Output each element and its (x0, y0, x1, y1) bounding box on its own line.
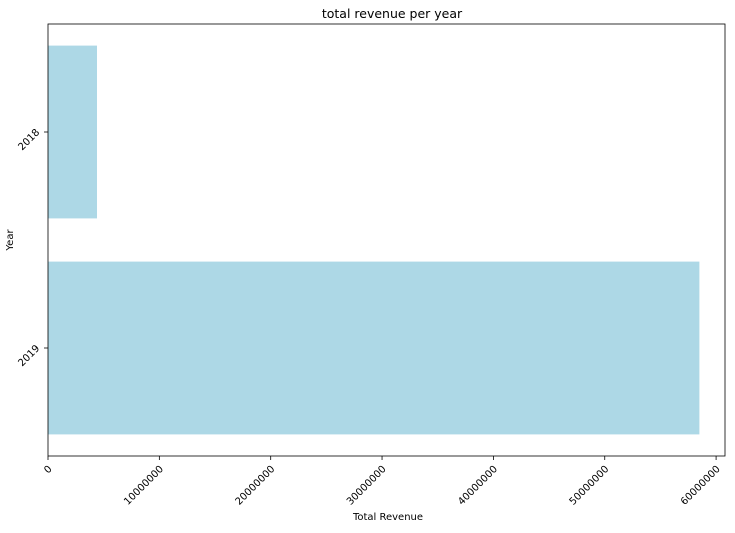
plot-frame (47, 23, 726, 457)
chart-title: total revenue per year (322, 6, 463, 21)
x-tick-label: 0 (42, 464, 54, 476)
x-tick-label: 20000000 (234, 464, 278, 508)
bars-layer (48, 45, 700, 435)
x-axis-ticks: 0 10000000 20000000 30000000 40000000 5000000… (42, 456, 723, 508)
x-tick-label: 10000000 (122, 464, 166, 508)
x-tick-label: 40000000 (456, 464, 500, 508)
bar-2019 (48, 261, 700, 435)
y-tick-label: 2019 (16, 343, 42, 369)
x-axis-label: Total Revenue (352, 512, 423, 523)
x-tick-label: 50000000 (568, 464, 612, 508)
x-tick-label: 60000000 (679, 464, 723, 508)
y-axis-label: Year (5, 229, 16, 252)
y-axis-ticks: 2018 2019 (16, 127, 48, 369)
y-tick-label: 2018 (16, 127, 42, 153)
x-tick-label: 30000000 (345, 464, 389, 508)
bar-2018 (48, 45, 97, 219)
